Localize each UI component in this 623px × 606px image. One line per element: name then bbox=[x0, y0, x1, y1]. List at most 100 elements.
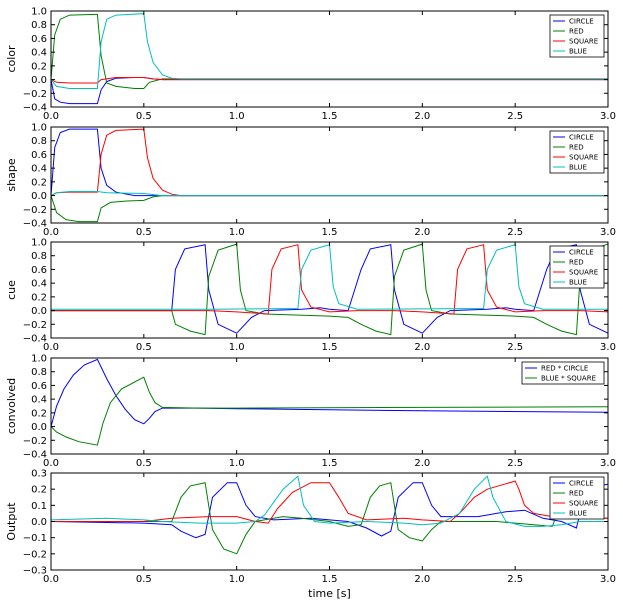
y-tick-label: 0.4 bbox=[31, 48, 47, 59]
series-group bbox=[51, 475, 608, 555]
series-line-blue bbox=[51, 475, 608, 527]
legend-label: CIRCLE bbox=[569, 480, 594, 488]
x-tick-label: 0.5 bbox=[136, 342, 152, 353]
y-tick-label: 0.4 bbox=[31, 395, 47, 406]
series-line-circle bbox=[51, 128, 608, 197]
x-tick-label: 2.5 bbox=[507, 111, 523, 122]
y-tick-label: 0.8 bbox=[31, 20, 47, 31]
x-tick-label: 1.0 bbox=[229, 574, 245, 585]
y-tick-label: 0.2 bbox=[31, 61, 47, 72]
x-tick-label: 2.5 bbox=[507, 342, 523, 353]
y-tick-label: −0.4 bbox=[23, 103, 47, 114]
panel-shape: −0.4 −0.2 0.0 0.2 0.4 0.6 0.8 1.0 0.0 0.5 1.0 1.5 2.… bbox=[5, 123, 616, 239]
series-line-blue bbox=[51, 244, 608, 310]
series-line-blue bbox=[51, 13, 608, 89]
legend-label: SQUARE bbox=[569, 500, 598, 508]
legend-label: SQUARE bbox=[569, 38, 598, 46]
legend-box bbox=[549, 130, 605, 174]
x-tick-label: 3.0 bbox=[600, 227, 616, 238]
y-tick-label: 0.2 bbox=[31, 177, 47, 188]
x-tick-label: 0.0 bbox=[43, 342, 59, 353]
x-tick-label: 1.5 bbox=[322, 227, 338, 238]
series-line-red bbox=[51, 243, 608, 336]
legend: CIRCLE RED SQUARE BLUE bbox=[549, 14, 605, 58]
legend-label: CIRCLE bbox=[569, 134, 594, 142]
x-tick-label: 2.0 bbox=[414, 111, 430, 122]
x-tick-label: 2.0 bbox=[414, 227, 430, 238]
y-tick-label: 0.2 bbox=[31, 292, 47, 303]
x-tick-label: 3.0 bbox=[600, 574, 616, 585]
y-tick-label: 0.6 bbox=[31, 150, 47, 161]
x-tick-label: 0.5 bbox=[136, 111, 152, 122]
series-line-square bbox=[51, 480, 608, 524]
y-tick-label: 0.0 bbox=[31, 517, 47, 528]
legend: CIRCLE RED SQUARE BLUE bbox=[549, 476, 605, 520]
x-axis-label: time [s] bbox=[308, 587, 351, 600]
x-tick-label: 1.0 bbox=[229, 342, 245, 353]
y-tick-label: −0.1 bbox=[23, 533, 47, 544]
legend-box bbox=[549, 245, 605, 289]
y-tick-label: 1.0 bbox=[31, 7, 47, 18]
x-tick-label: 0.5 bbox=[136, 227, 152, 238]
series-line-square bbox=[51, 77, 608, 84]
legend-box bbox=[549, 476, 605, 520]
y-tick-label: 0.6 bbox=[31, 265, 47, 276]
x-tick-label: 1.5 bbox=[322, 574, 338, 585]
y-tick-label: 0.6 bbox=[31, 34, 47, 45]
panel-color: −0.4 −0.2 0.0 0.2 0.4 0.6 0.8 1.0 0.0 0.5 1.0 1.5 2.… bbox=[5, 7, 616, 123]
y-tick-label: 1.0 bbox=[31, 238, 47, 249]
series-group bbox=[51, 243, 608, 336]
x-tick-label: 0.0 bbox=[43, 111, 59, 122]
x-tick-label: 1.0 bbox=[229, 111, 245, 122]
x-tick-label: 3.0 bbox=[600, 342, 616, 353]
x-tick-label: 1.5 bbox=[322, 342, 338, 353]
y-tick-label: 1.0 bbox=[31, 123, 47, 134]
y-tick-label: 0.2 bbox=[31, 408, 47, 419]
legend-label: SQUARE bbox=[569, 154, 598, 162]
x-tick-label: 3.0 bbox=[600, 111, 616, 122]
y-tick-label: −0.4 bbox=[23, 450, 47, 461]
legend-box bbox=[549, 14, 605, 58]
series-line-red bbox=[51, 13, 608, 89]
series-line-blue bbox=[51, 191, 608, 197]
series-line-red bbox=[51, 195, 608, 223]
y-tick-label: 0.0 bbox=[31, 306, 47, 317]
x-tick-label: 0.0 bbox=[43, 574, 59, 585]
y-tick-label: −0.4 bbox=[23, 219, 47, 230]
y-tick-label: 0.6 bbox=[31, 381, 47, 392]
legend-label: CIRCLE bbox=[569, 18, 594, 26]
y-axis-label: color bbox=[5, 45, 18, 73]
series-line-blue-square bbox=[51, 376, 608, 446]
y-tick-label: −0.4 bbox=[23, 334, 47, 345]
y-tick-label: −0.2 bbox=[23, 89, 47, 100]
y-tick-label: 0.8 bbox=[31, 367, 47, 378]
legend-label: RED bbox=[569, 259, 584, 267]
y-tick-label: 0.0 bbox=[31, 75, 47, 86]
y-tick-label: −0.2 bbox=[23, 549, 47, 560]
y-tick-label: 0.3 bbox=[31, 469, 47, 480]
x-tick-label: 2.0 bbox=[414, 574, 430, 585]
y-axis-label: cue bbox=[5, 280, 18, 300]
y-tick-label: 0.2 bbox=[31, 485, 47, 496]
axes-frame bbox=[50, 126, 609, 224]
legend-label: RED bbox=[569, 144, 584, 152]
series-group bbox=[51, 13, 608, 105]
x-tick-label: 0.5 bbox=[136, 458, 152, 469]
x-tick-label: 0.0 bbox=[43, 458, 59, 469]
legend-label: CIRCLE bbox=[569, 249, 594, 257]
series-line-circle bbox=[51, 77, 608, 105]
y-tick-label: 0.1 bbox=[31, 501, 47, 512]
legend: RED * CIRCLE BLUE * SQUARE bbox=[521, 361, 605, 385]
x-tick-label: 0.5 bbox=[136, 574, 152, 585]
y-axis-label: convolved bbox=[5, 378, 18, 434]
y-axis-label: Output bbox=[5, 502, 18, 541]
series-line-square bbox=[51, 128, 608, 197]
y-tick-label: −0.2 bbox=[23, 436, 47, 447]
legend-label: RED bbox=[569, 490, 584, 498]
y-tick-label: 0.0 bbox=[31, 191, 47, 202]
x-tick-label: 2.5 bbox=[507, 458, 523, 469]
series-line-square bbox=[51, 244, 608, 315]
x-tick-label: 3.0 bbox=[600, 458, 616, 469]
y-tick-label: −0.2 bbox=[23, 205, 47, 216]
y-tick-label: 0.0 bbox=[31, 422, 47, 433]
